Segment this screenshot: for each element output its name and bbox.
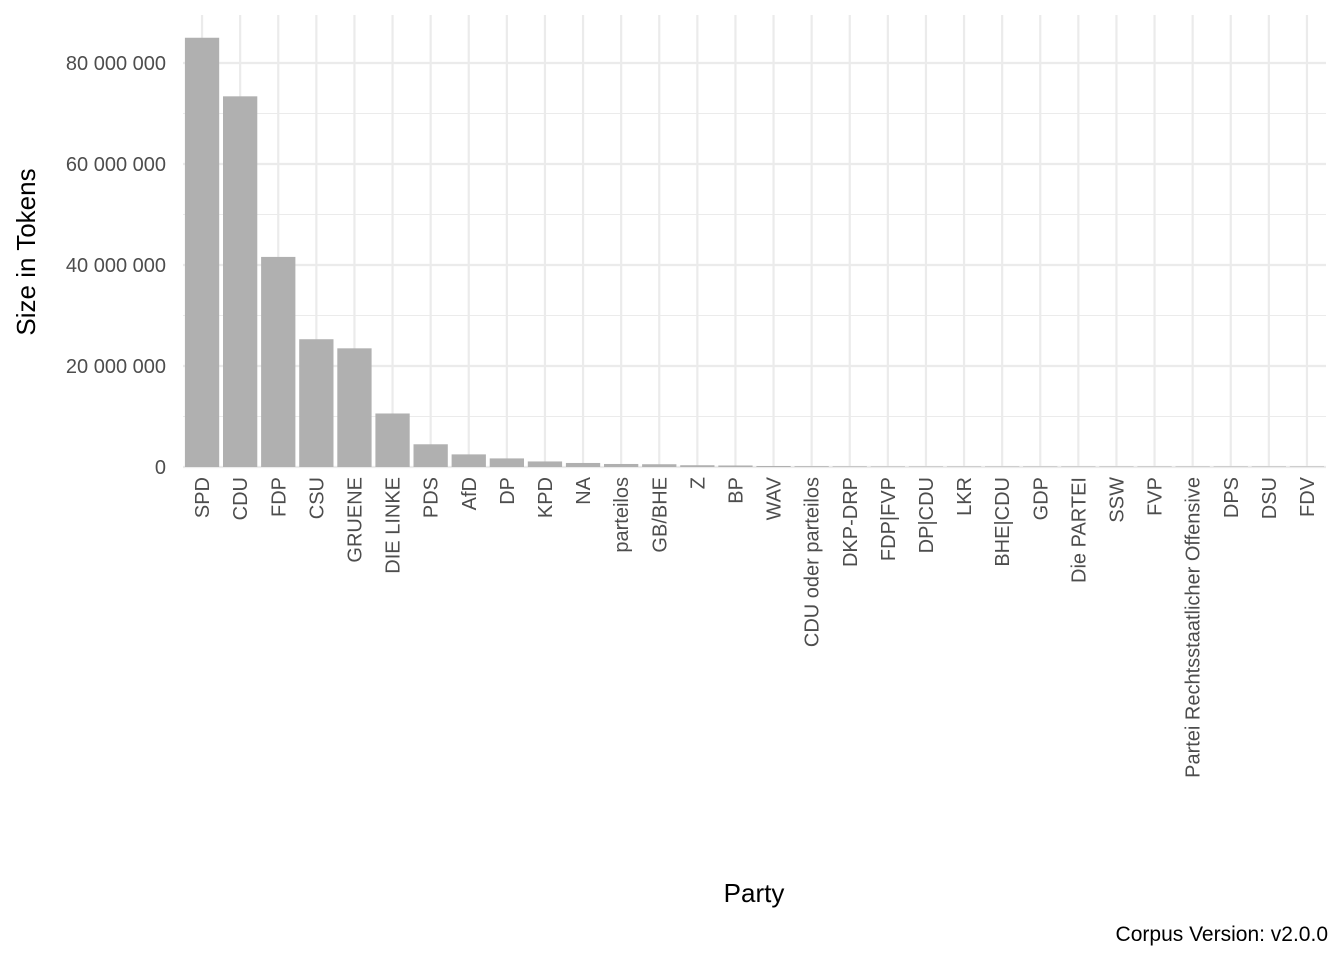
x-tick-label: Partei Rechtsstaatlicher Offensive [1183,477,1205,778]
x-tick-label: SSW [1106,477,1128,523]
bar-dsu [1251,466,1286,467]
y-tick-label: 80 000 000 [66,53,166,75]
x-tick-label: FDP|FVP [878,477,900,561]
bar-na [565,462,601,467]
x-tick-label: FDV [1297,476,1319,517]
x-tick-label: FDP [268,477,290,517]
x-tick-label: GDP [1030,477,1052,520]
x-tick-label: CSU [306,477,328,519]
bar-csu [299,339,334,467]
x-tick-label: CDU oder parteilos [802,477,824,647]
bar-dp [489,458,524,467]
x-tick-label: NA [573,476,595,504]
x-tick-label: LKR [954,477,976,516]
x-axis-tick-labels: SPD CDU FDP CSU GRUENE DIE LINKE PDS AfD DP KPD NA… [192,476,1319,778]
chart-caption: Corpus Version: v2.0.0 [1116,923,1328,946]
x-tick-label: BHE|CDU [992,477,1014,567]
bar-cdu-oder-parteilos [794,466,829,467]
bar-pds [413,444,448,467]
x-tick-label: PDS [421,477,443,518]
x-axis-title: Party [724,878,785,908]
y-tick-label: 0 [155,457,166,479]
bars [184,37,1325,467]
bar-fdp-fvp [870,466,905,467]
y-tick-label: 20 000 000 [66,356,166,378]
x-tick-label: DP|CDU [916,477,938,553]
y-tick-label: 40 000 000 [66,255,166,277]
y-axis-tick-labels: 0 20 000 000 40 000 000 60 000 000 80 000 00… [66,53,166,479]
x-tick-label: KPD [535,477,557,518]
bar-fdp [261,256,296,467]
x-tick-label: DKP-DRP [840,477,862,567]
x-tick-label: Z [687,477,709,489]
y-tick-label: 60 000 000 [66,154,166,176]
x-tick-label: SPD [192,477,214,518]
x-tick-label: AfD [459,477,481,510]
grid-minor-lines [183,112,1326,418]
bar-gdp [1023,466,1058,467]
bar-fvp [1137,466,1172,467]
bar-die-linke [375,413,410,467]
x-tick-label: DIE LINKE [383,477,405,574]
bar-partei-rechtsstaatlicher-offensive [1175,466,1210,467]
x-tick-label: WAV [764,476,786,520]
bar-bp [718,465,753,467]
bar-kpd [527,461,563,467]
bar-parteilos [604,463,639,467]
x-tick-label: DP [497,477,519,505]
x-tick-label: CDU [230,477,252,520]
bar-gruene [337,348,372,467]
x-tick-label: DPS [1221,477,1243,518]
bar-gb-bhe [642,464,677,467]
x-tick-label: BP [725,477,747,504]
x-tick-label: GRUENE [344,477,366,563]
bar-dkp-drp [832,466,867,467]
bar-dp-cdu [908,466,944,467]
bar-dps [1213,466,1248,467]
x-tick-label: FVP [1145,477,1167,516]
bar-die-partei [1061,466,1096,467]
bar-ssw [1099,466,1134,467]
bar-z [680,465,715,467]
x-tick-label: DSU [1259,477,1281,519]
bar-cdu [223,96,258,467]
bar-afd [451,454,486,467]
bar-lkr [946,466,982,467]
x-tick-label: parteilos [611,477,633,553]
x-tick-label: Die PARTEI [1068,477,1090,583]
bar-bhe-cdu [985,466,1020,467]
x-tick-label: GB/BHE [649,477,671,553]
bar-spd [184,37,220,467]
bar-fdv [1289,466,1325,467]
bar-wav [756,465,791,467]
y-axis-title: Size in Tokens [11,168,41,335]
